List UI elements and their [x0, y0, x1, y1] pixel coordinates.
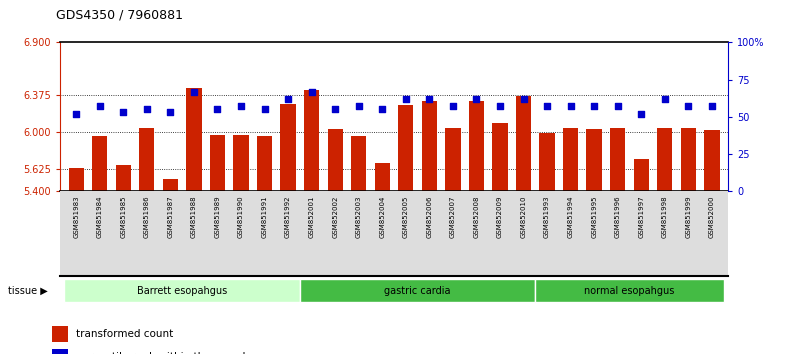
Text: GSM851989: GSM851989: [214, 195, 220, 238]
Bar: [610, 128, 626, 191]
Bar: [469, 101, 484, 191]
Text: GSM852004: GSM852004: [379, 195, 385, 238]
Point: [376, 107, 388, 112]
Point: [258, 107, 271, 112]
Point: [423, 96, 435, 102]
Text: tissue ▶: tissue ▶: [8, 286, 48, 296]
Point: [635, 111, 648, 117]
Bar: [445, 128, 461, 191]
Text: GSM852005: GSM852005: [403, 195, 409, 238]
Text: GSM851997: GSM851997: [638, 195, 644, 238]
Text: GSM851992: GSM851992: [285, 195, 291, 238]
Bar: [681, 128, 696, 191]
Point: [211, 107, 224, 112]
Text: percentile rank within the sample: percentile rank within the sample: [76, 352, 252, 354]
Text: GSM851983: GSM851983: [73, 195, 79, 238]
Bar: [210, 135, 225, 191]
Bar: [398, 105, 413, 191]
Point: [682, 104, 695, 109]
Bar: [52, 349, 68, 354]
Point: [305, 89, 318, 95]
Bar: [704, 130, 720, 191]
Text: Barrett esopahgus: Barrett esopahgus: [137, 286, 227, 296]
Point: [400, 96, 412, 102]
Text: GSM851999: GSM851999: [685, 195, 691, 238]
Bar: [422, 101, 437, 191]
Point: [705, 104, 718, 109]
Point: [164, 109, 177, 115]
Bar: [540, 133, 555, 191]
Text: GSM852000: GSM852000: [709, 195, 715, 238]
Point: [117, 109, 130, 115]
Bar: [516, 96, 531, 191]
Text: GSM852003: GSM852003: [356, 195, 361, 238]
Point: [587, 104, 600, 109]
Point: [188, 89, 201, 95]
Point: [470, 96, 483, 102]
Point: [611, 104, 624, 109]
Point: [282, 96, 295, 102]
Point: [540, 104, 553, 109]
Text: GSM851998: GSM851998: [661, 195, 668, 238]
Bar: [634, 159, 649, 191]
Point: [564, 104, 577, 109]
Text: GSM852009: GSM852009: [497, 195, 503, 238]
Text: GSM851988: GSM851988: [191, 195, 197, 238]
Bar: [162, 179, 178, 191]
Bar: [563, 128, 578, 191]
Point: [235, 104, 248, 109]
FancyBboxPatch shape: [535, 279, 724, 302]
Bar: [233, 135, 248, 191]
Text: gastric cardia: gastric cardia: [384, 286, 451, 296]
Text: GSM851986: GSM851986: [144, 195, 150, 238]
Point: [447, 104, 459, 109]
Text: GSM852010: GSM852010: [521, 195, 526, 238]
Bar: [304, 90, 319, 191]
Text: GSM852007: GSM852007: [450, 195, 456, 238]
Text: GSM851995: GSM851995: [591, 195, 597, 238]
Text: GSM851994: GSM851994: [568, 195, 574, 238]
Point: [517, 96, 530, 102]
Point: [70, 111, 83, 117]
Bar: [492, 123, 508, 191]
Bar: [375, 164, 390, 191]
Point: [93, 104, 106, 109]
Bar: [92, 136, 107, 191]
Text: GSM852006: GSM852006: [427, 195, 432, 238]
Bar: [186, 88, 201, 191]
Bar: [68, 169, 84, 191]
FancyBboxPatch shape: [64, 279, 300, 302]
Text: GSM851991: GSM851991: [262, 195, 267, 238]
Text: GSM851987: GSM851987: [167, 195, 174, 238]
Bar: [327, 129, 343, 191]
Bar: [351, 136, 366, 191]
Bar: [587, 129, 602, 191]
Text: GSM852008: GSM852008: [474, 195, 479, 238]
Text: GDS4350 / 7960881: GDS4350 / 7960881: [56, 8, 183, 21]
Text: GSM851984: GSM851984: [97, 195, 103, 238]
Text: GSM852001: GSM852001: [309, 195, 314, 238]
Text: GSM852002: GSM852002: [332, 195, 338, 238]
Bar: [657, 128, 673, 191]
Text: GSM851993: GSM851993: [544, 195, 550, 238]
Text: GSM851990: GSM851990: [238, 195, 244, 238]
Point: [140, 107, 153, 112]
Point: [353, 104, 365, 109]
Bar: [139, 128, 154, 191]
Point: [329, 107, 341, 112]
Text: normal esopahgus: normal esopahgus: [584, 286, 675, 296]
Text: GSM851985: GSM851985: [120, 195, 127, 238]
Text: transformed count: transformed count: [76, 329, 173, 339]
Bar: [257, 136, 272, 191]
Bar: [280, 104, 296, 191]
Text: GSM851996: GSM851996: [615, 195, 621, 238]
Point: [494, 104, 506, 109]
Point: [658, 96, 671, 102]
Bar: [115, 165, 131, 191]
Bar: [52, 326, 68, 342]
FancyBboxPatch shape: [300, 279, 535, 302]
